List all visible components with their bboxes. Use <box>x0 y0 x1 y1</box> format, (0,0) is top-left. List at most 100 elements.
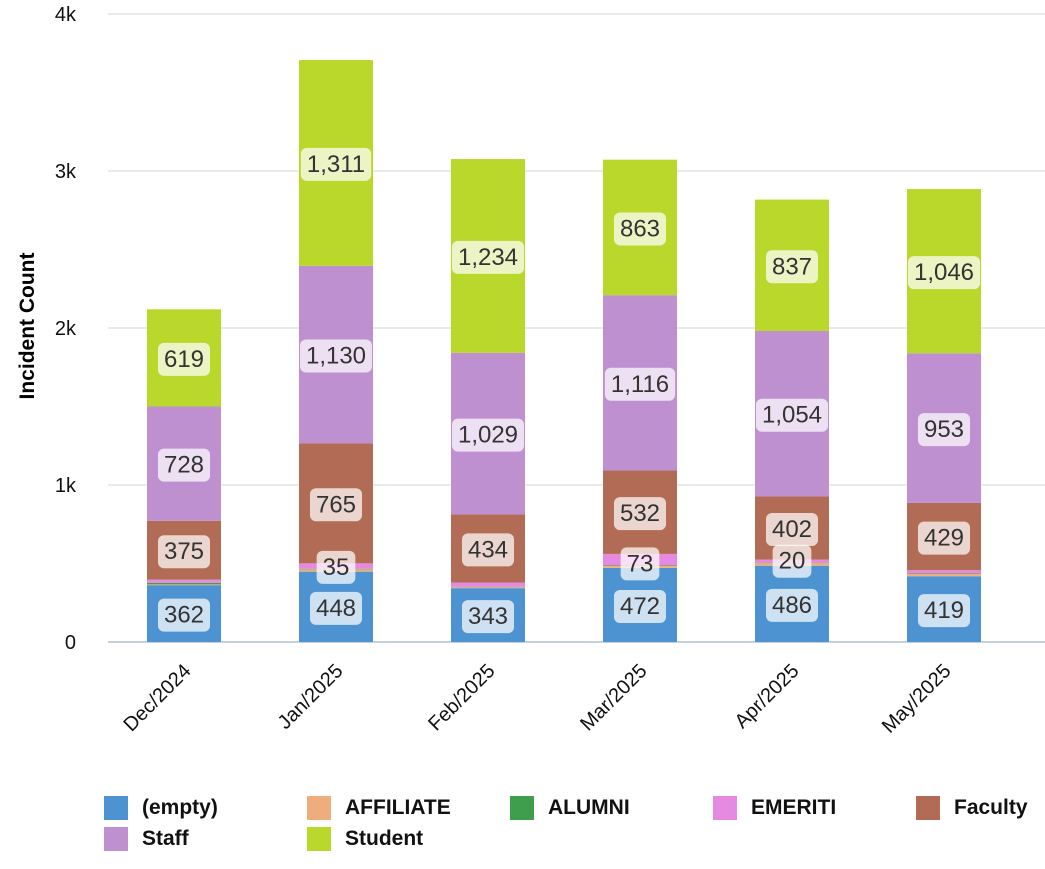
legend-label: Staff <box>142 826 189 850</box>
data-label: 1,029 <box>451 418 525 452</box>
data-label-box <box>604 367 676 401</box>
data-label-box <box>461 600 515 634</box>
data-label: 448 <box>309 591 363 625</box>
x-tick-label: May/2025 <box>878 660 956 738</box>
legend-item[interactable]: Faculty <box>916 795 1044 820</box>
data-label-box <box>907 256 981 290</box>
data-label-box <box>620 547 660 581</box>
data-label-box <box>316 550 356 584</box>
data-label-text: 728 <box>164 452 204 479</box>
data-label-text: 362 <box>164 602 204 629</box>
data-label-text: 343 <box>468 603 508 630</box>
x-tick-label: Feb/2025 <box>424 660 499 735</box>
data-label-box <box>157 448 211 482</box>
data-label: 429 <box>917 521 971 555</box>
y-axis-ticks: 0 1k 2k 3k 4k <box>55 4 77 654</box>
x-tick-label: Mar/2025 <box>576 660 651 735</box>
data-label: 837 <box>765 250 819 284</box>
data-label-text: 1,054 <box>762 402 822 429</box>
y-tick-label: 2k <box>55 318 77 340</box>
data-label: 1,116 <box>604 367 676 401</box>
data-label: 35 <box>316 550 356 584</box>
legend-item[interactable]: Staff <box>104 826 307 851</box>
legend-label: EMERITI <box>751 795 837 819</box>
legend-label: (empty) <box>142 795 218 819</box>
legend-item[interactable]: EMERITI <box>713 795 916 820</box>
data-label-box <box>613 212 667 246</box>
data-label: 728 <box>157 448 211 482</box>
legend-swatch <box>104 826 128 851</box>
data-label-box <box>299 339 373 373</box>
legend-swatch <box>916 795 940 820</box>
data-label-box <box>613 497 667 531</box>
legend-item[interactable]: (empty) <box>104 795 307 820</box>
x-axis-ticks: Dec/2024 Jan/2025 Feb/2025 Mar/2025 Apr/2025… <box>119 660 955 738</box>
bar-segment[interactable] <box>451 582 525 587</box>
bar-segment[interactable] <box>147 584 221 586</box>
data-label-text: 1,116 <box>611 371 669 398</box>
bars <box>147 60 981 642</box>
data-label-box <box>765 588 819 622</box>
data-label-box <box>917 521 971 555</box>
data-label-text: 837 <box>772 253 812 280</box>
legend-item[interactable]: AFFILIATE <box>307 795 510 820</box>
data-label: 375 <box>157 535 211 569</box>
bar-segment[interactable] <box>907 570 981 574</box>
data-label-text: 472 <box>620 593 660 620</box>
legend-label: Faculty <box>954 795 1028 819</box>
data-label-text: 863 <box>620 215 660 242</box>
data-label-box <box>300 147 372 181</box>
data-label-text: 765 <box>316 491 356 518</box>
legend-swatch <box>713 795 737 820</box>
data-label-box <box>765 250 819 284</box>
data-labels: 362 375 728 619 448 35 765 1,130 1,311 343 434 1,02… <box>157 147 981 634</box>
data-label: 472 <box>613 589 667 623</box>
bar-segment[interactable] <box>907 573 981 575</box>
data-label-box <box>755 398 829 432</box>
data-label-box <box>613 589 667 623</box>
bar-segment[interactable] <box>451 587 525 589</box>
x-tick-label: Jan/2025 <box>274 660 348 734</box>
data-label-text: 434 <box>468 536 508 563</box>
bar-segment[interactable] <box>147 582 221 585</box>
legend-item[interactable]: ALUMNI <box>510 795 713 820</box>
data-label-text: 1,029 <box>458 422 518 449</box>
legend-swatch <box>307 826 331 851</box>
data-label: 73 <box>620 547 660 581</box>
data-label-text: 35 <box>323 554 350 581</box>
data-label-box <box>157 535 211 569</box>
y-tick-label: 4k <box>55 4 77 26</box>
data-label: 953 <box>917 413 971 447</box>
data-label-box <box>765 513 819 547</box>
data-label-text: 419 <box>924 597 964 624</box>
data-label-box <box>451 418 525 452</box>
data-label: 1,234 <box>451 240 525 274</box>
legend-item[interactable]: Student <box>307 826 510 851</box>
y-axis-label: Incident Count <box>16 253 39 400</box>
data-label: 434 <box>461 533 515 567</box>
data-label-text: 619 <box>164 346 204 373</box>
data-label: 863 <box>613 212 667 246</box>
data-label-box <box>451 240 525 274</box>
bar-segment[interactable] <box>907 574 981 577</box>
data-label-box <box>157 598 211 632</box>
data-label: 765 <box>309 488 363 522</box>
y-tick-label: 3k <box>55 161 77 183</box>
legend-label: AFFILIATE <box>345 795 451 819</box>
legend-swatch <box>307 795 331 820</box>
x-tick-label: Dec/2024 <box>119 660 195 736</box>
data-label: 343 <box>461 600 515 634</box>
data-label-text: 402 <box>772 516 812 543</box>
bar-segment[interactable] <box>147 579 221 583</box>
data-label: 619 <box>157 342 211 376</box>
data-label-box <box>917 413 971 447</box>
legend-label: ALUMNI <box>548 795 630 819</box>
data-label: 1,046 <box>907 256 981 290</box>
data-label-text: 20 <box>779 548 806 575</box>
data-label: 419 <box>917 594 971 628</box>
data-label-text: 1,311 <box>307 151 365 178</box>
data-label: 486 <box>765 588 819 622</box>
data-label-box <box>309 488 363 522</box>
data-label: 20 <box>772 544 812 578</box>
data-label-text: 429 <box>924 525 964 552</box>
